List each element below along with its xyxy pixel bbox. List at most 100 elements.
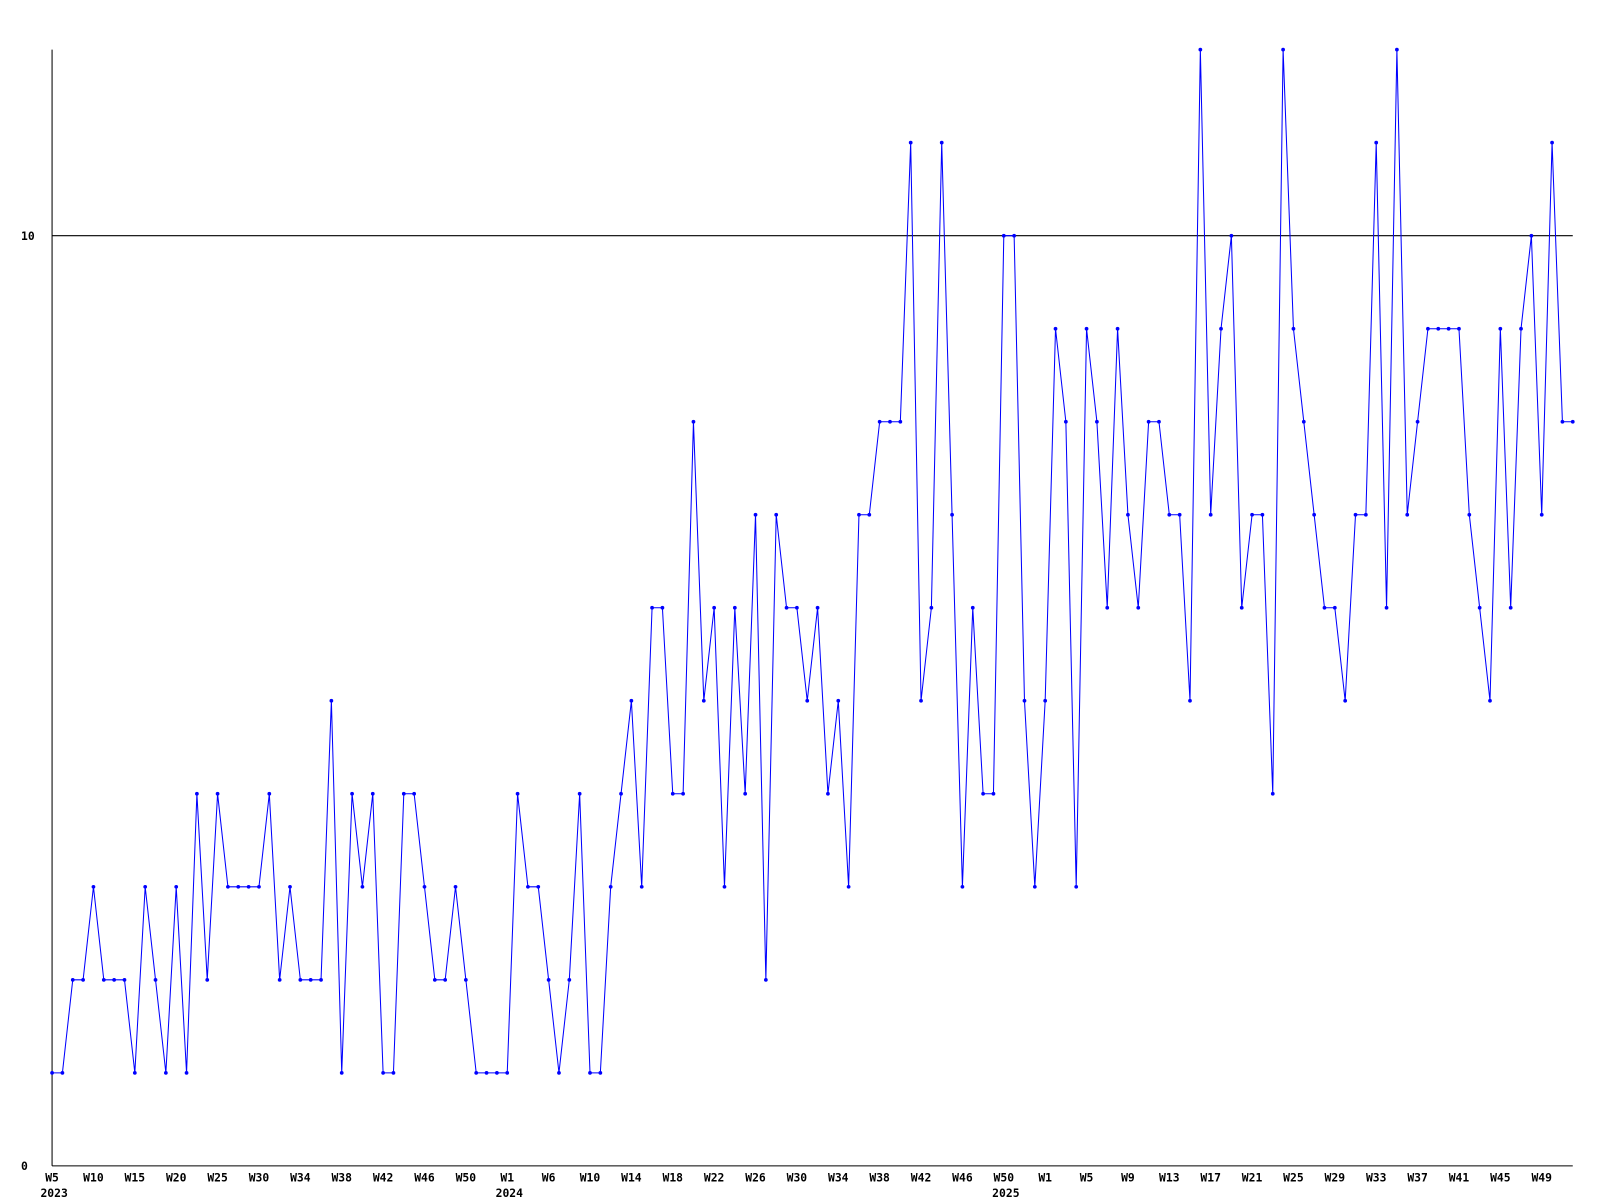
- data-point: [1364, 512, 1368, 517]
- data-point: [1208, 512, 1213, 517]
- data-point: [195, 791, 199, 796]
- data-point: [639, 884, 644, 889]
- data-point: [815, 605, 820, 610]
- data-point: [422, 884, 427, 889]
- data-point: [1343, 698, 1348, 703]
- x-tick-label: W14: [621, 1170, 642, 1184]
- data-point: [1322, 605, 1327, 610]
- x-tick-label: W5: [45, 1170, 59, 1184]
- data-point: [1250, 512, 1254, 517]
- data-point: [432, 977, 437, 982]
- data-point: [732, 605, 737, 610]
- data-point: [867, 512, 872, 517]
- data-point: [70, 977, 75, 982]
- data-point: [681, 791, 685, 796]
- data-point: [1001, 233, 1006, 238]
- x-tick-label: W10: [580, 1170, 601, 1184]
- data-point: [401, 791, 406, 796]
- data-point: [929, 605, 934, 610]
- data-point: [826, 791, 830, 796]
- data-point: [215, 791, 220, 796]
- data-point: [1064, 419, 1068, 424]
- data-point: [712, 605, 716, 610]
- data-point: [112, 977, 116, 982]
- data-point: [1157, 419, 1161, 424]
- data-point: [101, 977, 106, 982]
- data-point: [1032, 884, 1037, 889]
- data-point: [174, 884, 179, 889]
- data-point: [1229, 233, 1234, 238]
- data-point: [1074, 884, 1079, 889]
- x-tick-label: W46: [414, 1170, 435, 1184]
- data-point: [660, 605, 665, 610]
- data-point: [391, 1070, 396, 1075]
- data-point: [784, 605, 789, 610]
- x-tick-label: W37: [1407, 1170, 1428, 1184]
- data-point: [246, 884, 251, 889]
- data-point: [1219, 326, 1223, 331]
- x-tick-label: W6: [542, 1170, 556, 1184]
- data-point: [236, 884, 241, 889]
- x-tick-label: W42: [911, 1170, 932, 1184]
- data-point: [515, 791, 520, 796]
- data-point: [350, 791, 354, 796]
- x-tick-label: W30: [787, 1170, 808, 1184]
- data-point: [1508, 605, 1513, 610]
- data-point: [960, 884, 965, 889]
- data-point: [1529, 233, 1534, 238]
- x-tick-label: W9: [1121, 1170, 1135, 1184]
- x-tick-label: W26: [745, 1170, 766, 1184]
- data-point: [319, 977, 323, 982]
- data-point: [81, 977, 85, 982]
- series-line: [52, 49, 1573, 1074]
- x-tick-label: W42: [373, 1170, 394, 1184]
- data-point: [577, 791, 582, 796]
- data-point: [1436, 326, 1441, 331]
- data-point: [495, 1070, 499, 1075]
- x-tick-label: W15: [125, 1170, 146, 1184]
- data-point: [370, 791, 375, 796]
- data-point: [629, 698, 634, 703]
- data-point: [443, 977, 448, 982]
- data-point: [339, 1070, 344, 1075]
- x-tick-label: W20: [166, 1170, 187, 1184]
- data-point: [1312, 512, 1316, 517]
- x-tick-label: W1: [500, 1170, 514, 1184]
- x-tick-label: W41: [1449, 1170, 1470, 1184]
- data-point: [670, 791, 675, 796]
- data-point: [1239, 605, 1244, 610]
- data-point: [774, 512, 779, 517]
- data-point: [608, 884, 613, 889]
- data-point: [1467, 512, 1472, 517]
- data-point: [298, 977, 303, 982]
- data-point: [1457, 326, 1461, 331]
- data-point: [1177, 512, 1182, 517]
- data-point: [970, 605, 975, 610]
- data-point: [1095, 419, 1099, 424]
- data-point: [877, 419, 882, 424]
- data-point: [277, 977, 282, 982]
- data-point: [619, 791, 623, 796]
- data-point: [1115, 326, 1120, 331]
- data-point: [1105, 605, 1110, 610]
- x-year-label: 2023: [40, 1186, 68, 1200]
- data-point: [1498, 326, 1503, 331]
- data-point: [1539, 512, 1544, 517]
- data-point: [1043, 698, 1048, 703]
- y-tick-label: 10: [21, 229, 35, 243]
- data-point: [484, 1070, 489, 1075]
- data-point: [1415, 419, 1420, 424]
- data-point: [453, 884, 458, 889]
- data-point: [650, 605, 654, 610]
- data-point: [1374, 140, 1379, 145]
- x-year-label: 2024: [496, 1186, 524, 1200]
- x-tick-label: W21: [1242, 1170, 1263, 1184]
- data-point: [474, 1070, 479, 1075]
- x-tick-label: W50: [456, 1170, 477, 1184]
- data-point: [50, 1070, 54, 1075]
- data-point: [122, 977, 127, 982]
- x-tick-label: W17: [1200, 1170, 1221, 1184]
- data-point: [257, 884, 261, 889]
- data-point: [722, 884, 727, 889]
- data-point: [1084, 326, 1089, 331]
